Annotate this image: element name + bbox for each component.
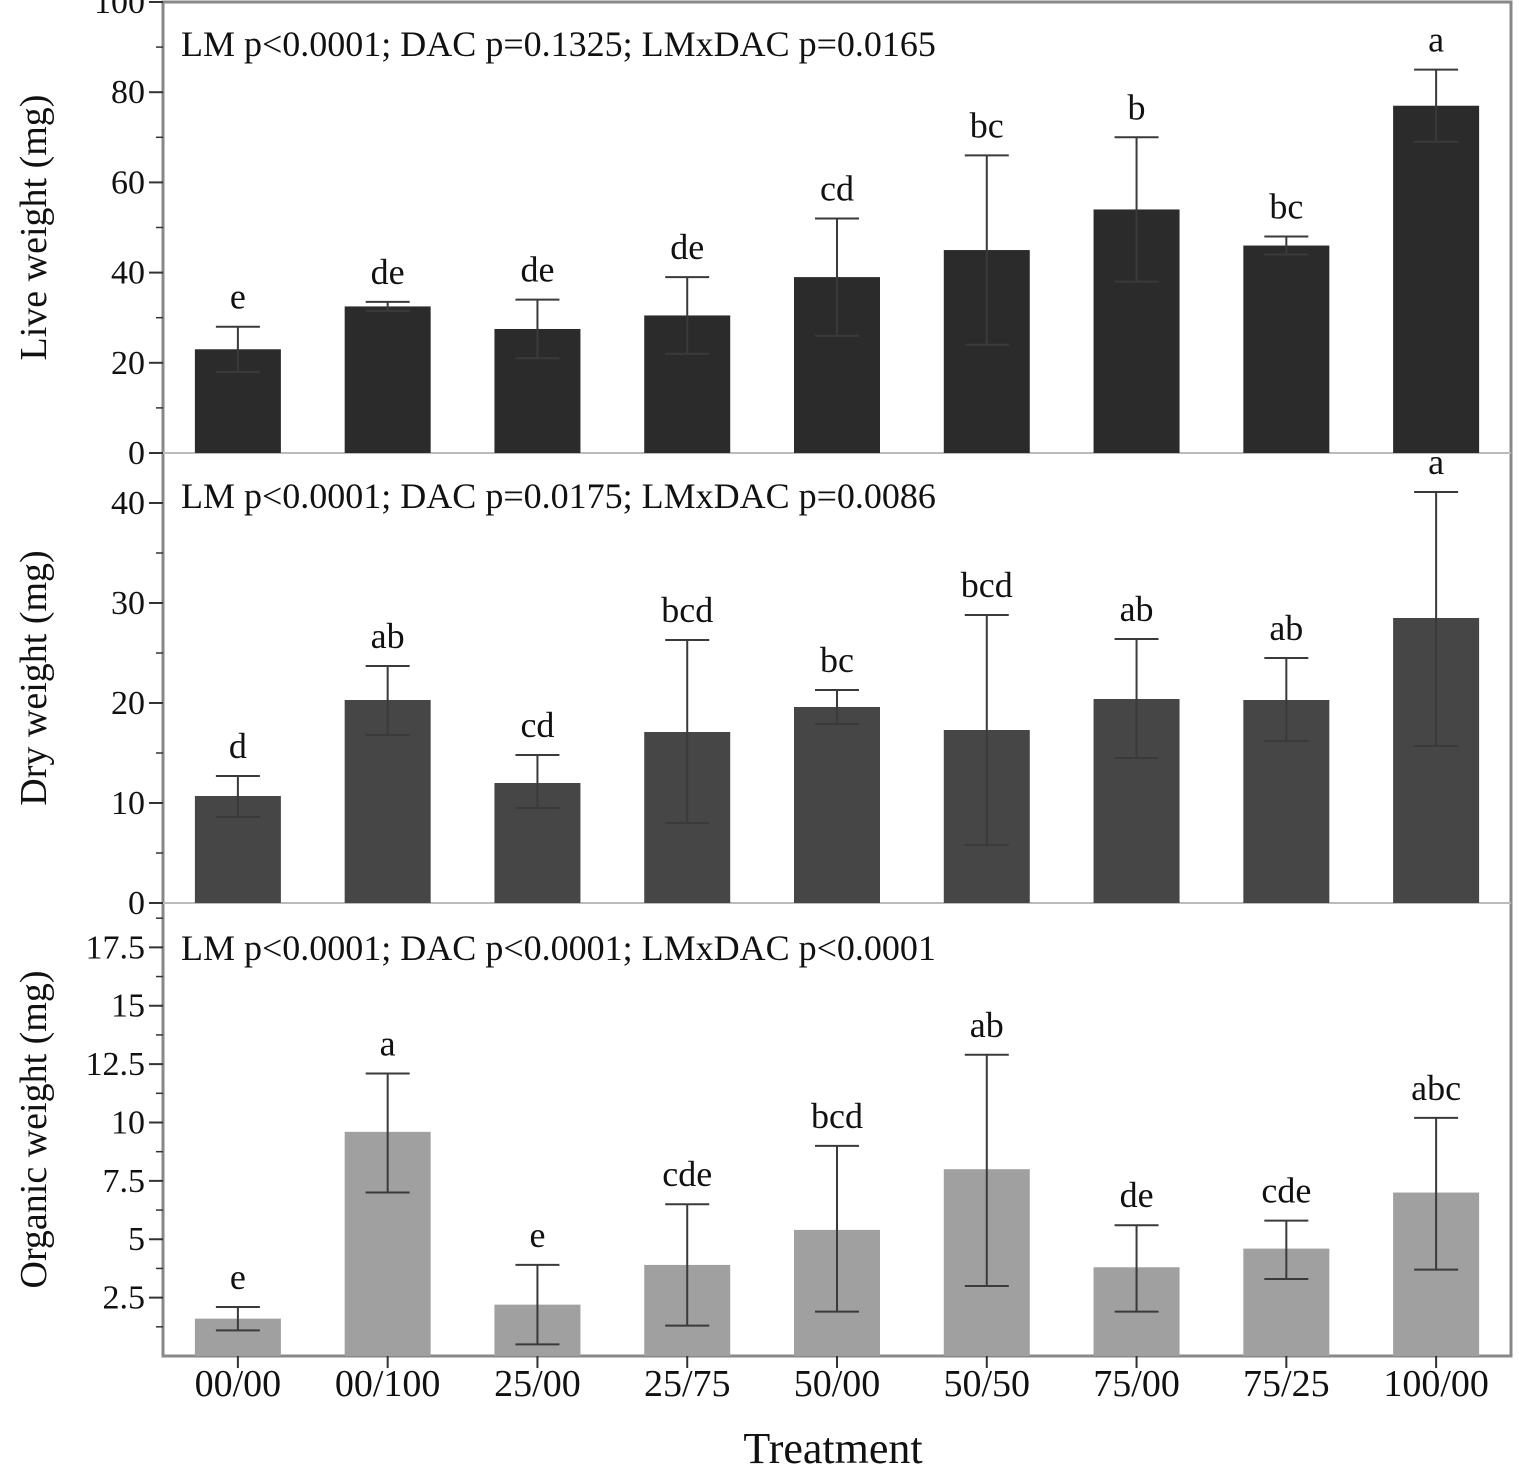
y-tick-label: 10	[111, 785, 145, 822]
significance-letter: ab	[1120, 589, 1154, 629]
x-tick-label: 100/00	[1383, 1363, 1489, 1405]
error-bar	[1414, 1116, 1459, 1271]
x-tick-label: 00/00	[195, 1363, 282, 1405]
error-bar	[815, 217, 859, 337]
x-tick-label: 75/00	[1093, 1363, 1180, 1405]
y-tick-label: 0	[128, 885, 145, 922]
y-tick-label: 7.5	[103, 1163, 146, 1200]
x-tick-label: 75/25	[1243, 1363, 1330, 1405]
error-bar	[515, 1263, 560, 1346]
significance-letter: bc	[1269, 187, 1303, 227]
error-bar	[1114, 136, 1159, 283]
error-bar	[215, 325, 260, 373]
error-bar	[964, 154, 1009, 346]
significance-letter: d	[229, 726, 247, 766]
error-bar	[1264, 235, 1309, 256]
y-tick-label: 30	[111, 585, 145, 622]
x-tick-label: 25/00	[494, 1363, 581, 1405]
error-bar	[815, 1144, 859, 1313]
panel-1: 0 20 40 60 80 100 Live weight (mg) LM p<0.0001;…	[13, 0, 1511, 472]
error-bar	[1414, 68, 1459, 143]
x-tick-label: 00/100	[335, 1363, 441, 1405]
significance-letter: cd	[520, 705, 554, 745]
error-bar	[215, 775, 260, 818]
significance-letter: a	[380, 1023, 396, 1063]
significance-letter: cde	[1261, 1171, 1311, 1211]
y-tick-label: 80	[111, 74, 145, 111]
significance-letter: b	[1128, 87, 1146, 127]
y-tick-label: 40	[111, 485, 145, 522]
stats-annotation: LM p<0.0001; DAC p=0.0175; LMxDAC p=0.00…	[181, 476, 936, 516]
significance-letter: bc	[970, 105, 1004, 145]
error-bar	[1114, 1224, 1159, 1313]
y-tick-label: 17.5	[86, 929, 146, 966]
error-bar	[665, 639, 710, 824]
bar	[344, 306, 431, 453]
panel-2: 0 10 20 30 40 Dry weight (mg) LM p<0.0001; DAC…	[13, 442, 1511, 922]
error-bar	[1264, 1219, 1309, 1280]
y-tick-label: 60	[111, 164, 145, 201]
y-tick-label: 20	[111, 685, 145, 722]
significance-letter: a	[1428, 442, 1444, 482]
error-bar	[365, 1072, 410, 1194]
significance-letter: de	[520, 250, 554, 290]
y-tick-label: 20	[111, 345, 145, 382]
y-tick-label: 5	[128, 1221, 145, 1258]
y-tick-label: 100	[94, 0, 145, 21]
significance-letter: ab	[371, 616, 405, 656]
error-bar	[1264, 657, 1309, 742]
y-tick-label: 0	[128, 435, 145, 472]
y-tick-label: 40	[111, 255, 145, 292]
y-axis-label: Organic weight (mg)	[13, 971, 55, 1289]
y-axis-label: Dry weight (mg)	[13, 550, 55, 805]
significance-letter: cd	[820, 168, 854, 208]
bar	[1243, 245, 1330, 453]
error-bar	[815, 689, 859, 725]
y-tick-label: 2.5	[103, 1280, 146, 1317]
stats-annotation: LM p<0.0001; DAC p<0.0001; LMxDAC p<0.00…	[181, 928, 936, 968]
significance-letter: bc	[820, 640, 854, 680]
significance-letter: bcd	[661, 590, 713, 630]
stats-annotation: LM p<0.0001; DAC p=0.1325; LMxDAC p=0.01…	[181, 24, 936, 64]
bar	[794, 707, 880, 903]
significance-letter: bcd	[811, 1096, 863, 1136]
error-bar	[215, 1305, 260, 1332]
significance-letter: e	[230, 1257, 246, 1297]
significance-letter: de	[371, 252, 405, 292]
significance-letter: abc	[1411, 1068, 1461, 1108]
y-tick-label: 10	[111, 1104, 145, 1141]
y-tick-label: 12.5	[86, 1046, 146, 1083]
significance-letter: a	[1428, 20, 1444, 60]
error-bar	[1114, 638, 1159, 759]
x-tick-label: 50/50	[943, 1363, 1030, 1405]
error-bar	[665, 1203, 710, 1327]
panel-3: 2.5 5 7.5 10 12.5 15 17.5 Organic weight (mg) LM…	[13, 917, 1480, 1356]
significance-letter: ab	[1269, 608, 1303, 648]
error-bar	[515, 754, 560, 809]
x-axis: 00/00 00/100 25/00 25/75 50/00 50/50 75/00 75/2…	[195, 1356, 1489, 1405]
y-axis-label: Live weight (mg)	[13, 95, 55, 361]
significance-letter: e	[529, 1215, 545, 1255]
significance-letter: de	[670, 227, 704, 267]
error-bar	[964, 614, 1009, 846]
significance-letter: bcd	[961, 565, 1013, 605]
x-axis-label: Treatment	[743, 1424, 922, 1473]
x-tick-label: 25/75	[644, 1363, 731, 1405]
error-bar	[964, 1053, 1009, 1287]
significance-letter: ab	[970, 1005, 1004, 1045]
error-bar	[665, 276, 710, 355]
error-bar	[365, 300, 410, 312]
x-tick-label: 50/00	[794, 1363, 881, 1405]
significance-letter: e	[230, 277, 246, 317]
bar	[1393, 105, 1480, 453]
significance-letter: de	[1120, 1175, 1154, 1215]
significance-letter: cde	[662, 1154, 712, 1194]
y-tick-label: 15	[111, 988, 145, 1025]
error-bar	[1414, 491, 1459, 747]
error-bar	[365, 665, 410, 736]
error-bar	[515, 298, 560, 360]
